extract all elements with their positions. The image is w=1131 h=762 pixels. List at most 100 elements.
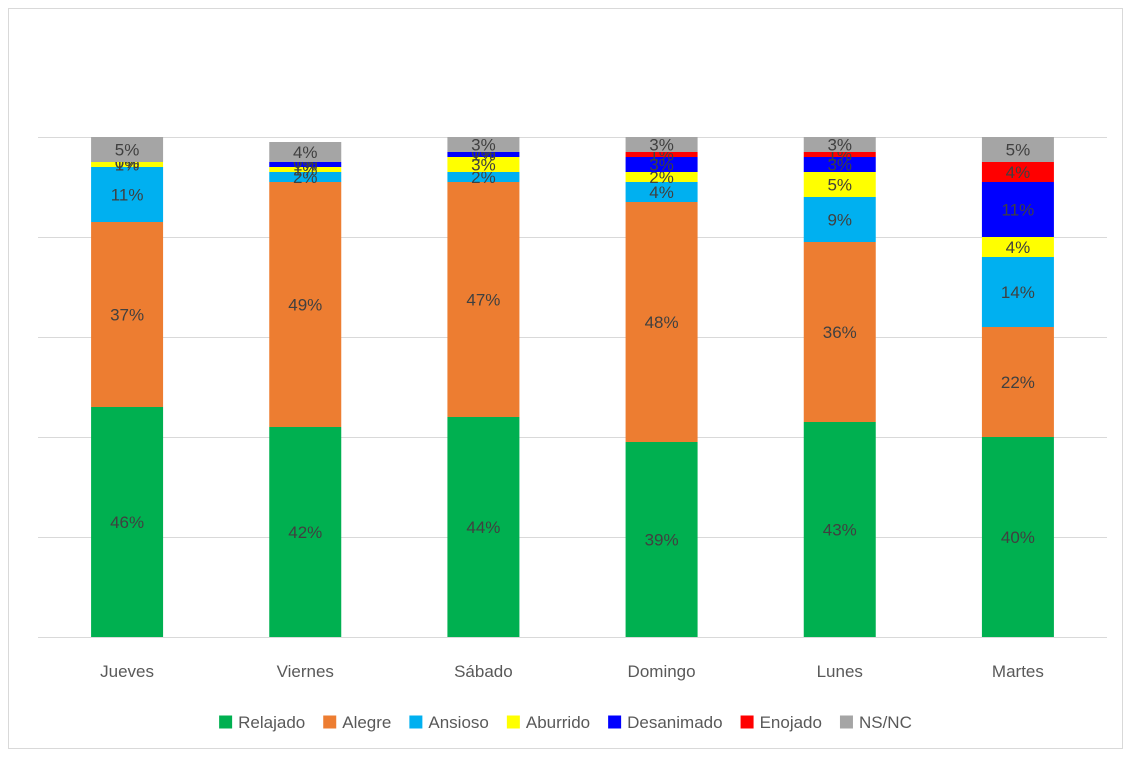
bar-segment-desanimado	[269, 162, 342, 167]
bar-segment-desanimado	[981, 182, 1054, 237]
legend-label: Alegre	[342, 713, 391, 732]
data-label: 3%	[471, 136, 496, 155]
data-label: 14%	[1001, 283, 1035, 302]
bar-segment-ansioso	[447, 172, 520, 182]
bar-segment-ansioso	[981, 257, 1054, 327]
legend-item-enojado: Enojado	[740, 713, 822, 732]
bar-segment-aburrido	[625, 172, 698, 182]
legend-item-aburrido: Aburrido	[506, 713, 590, 732]
data-label: 11%	[111, 186, 144, 205]
legend-swatch	[409, 715, 423, 729]
legend-swatch	[506, 715, 520, 729]
legend-swatch	[608, 715, 622, 729]
legend: Relajado Alegre Ansioso Aburrido Desanimado E…	[219, 713, 912, 732]
legend-swatch	[219, 715, 233, 729]
bar-stack: 43%36%9%5%3%1%3%	[803, 136, 876, 637]
data-label: 5%	[1006, 141, 1031, 160]
bar-segment-aburrido	[91, 162, 164, 167]
data-label: 3%	[649, 136, 674, 155]
bar-segment-ns-nc	[269, 142, 342, 162]
bar-segment-alegre	[91, 222, 164, 407]
data-label: 3%	[649, 156, 674, 175]
bar-segment-desanimado	[447, 152, 520, 157]
x-axis-ticks: Jueves Viernes Sábado Domingo Lunes Martes	[100, 662, 1044, 681]
bar-segment-relajado	[447, 417, 520, 637]
bar-segment-alegre	[269, 182, 342, 427]
data-label: 47%	[466, 291, 500, 310]
data-label: 36%	[823, 323, 857, 342]
legend-swatch	[323, 715, 337, 729]
data-label: 2%	[649, 168, 674, 187]
data-label: 37%	[110, 306, 144, 325]
bar-segment-enojado	[981, 162, 1054, 182]
bar-stack: 40% 22% 14% 4% 11% 4% 5%	[981, 137, 1054, 637]
bar-segment-aburrido	[269, 167, 342, 172]
legend-label: Ansioso	[428, 713, 488, 732]
bar-segment-ns-nc	[981, 137, 1054, 162]
bar-segment-ansioso	[269, 172, 342, 182]
bar-segment-alegre	[625, 202, 698, 442]
bar-stack: 44%47%2%3%1%0%3%	[447, 136, 520, 637]
x-tick-label: Jueves	[100, 662, 154, 681]
data-label: 3%	[827, 136, 852, 155]
bar-segment-enojado	[625, 152, 698, 157]
legend-swatch	[839, 715, 853, 729]
data-label: 4%	[649, 183, 674, 202]
bar-segment-relajado	[981, 437, 1054, 637]
x-tick-label: Sábado	[454, 662, 513, 681]
legend-swatch	[740, 715, 754, 729]
bar-segment-relajado	[269, 427, 342, 637]
x-tick-label: Martes	[992, 662, 1044, 681]
data-label: 4%	[1006, 238, 1031, 257]
data-label: 2%	[471, 168, 496, 187]
bar-segment-ns-nc	[803, 137, 876, 152]
data-label: 5%	[115, 141, 140, 160]
bar-segment-alegre	[981, 327, 1054, 437]
legend-label: Aburrido	[526, 713, 590, 732]
legend-label: Desanimado	[627, 713, 722, 732]
data-label: 2%	[293, 168, 318, 187]
x-tick-label: Viernes	[277, 662, 334, 681]
data-label: 22%	[1001, 373, 1035, 392]
bar-segment-ansioso	[91, 167, 164, 222]
data-label: 5%	[827, 176, 852, 195]
bar-stack: 39%48%4%2%3%1%3%	[625, 136, 698, 637]
bar-segment-ns-nc	[447, 137, 520, 152]
bar-segment-ns-nc	[625, 137, 698, 152]
data-label: 3%	[827, 156, 852, 175]
x-tick-label: Lunes	[817, 662, 863, 681]
x-tick-label: Domingo	[628, 662, 696, 681]
legend-label: Enojado	[760, 713, 822, 732]
legend-label: Relajado	[238, 713, 305, 732]
legend-item-ansioso: Ansioso	[409, 713, 489, 732]
bar-segment-aburrido	[803, 172, 876, 197]
data-label: 11%	[1002, 201, 1035, 220]
bar-segment-ansioso	[625, 182, 698, 202]
legend-item-desanimado: Desanimado	[608, 713, 723, 732]
data-label: 9%	[827, 211, 852, 230]
data-label: 48%	[645, 313, 679, 332]
data-label: 46%	[110, 513, 144, 532]
bar-segment-relajado	[91, 407, 164, 637]
bar-segment-ansioso	[803, 197, 876, 242]
bar-segment-enojado	[803, 152, 876, 157]
legend-item-alegre: Alegre	[323, 713, 391, 732]
data-label: 3%	[471, 156, 496, 175]
data-label: 42%	[288, 523, 322, 542]
data-label: 39%	[645, 531, 679, 550]
bar-segment-aburrido	[447, 157, 520, 172]
data-label: 43%	[823, 521, 857, 540]
chart-border	[8, 8, 1123, 749]
legend-label: NS/NC	[859, 713, 912, 732]
bar-stack: 42%49%2%1%1%0%4%	[269, 142, 342, 637]
legend-item-relajado: Relajado	[219, 713, 305, 732]
bar-segment-desanimado	[803, 157, 876, 172]
data-label: 49%	[288, 296, 322, 315]
gridlines	[38, 137, 1107, 638]
bar-segment-desanimado	[625, 157, 698, 172]
bars: 46%37%11%1%0%0%5%42%49%2%1%1%0%4%44%47%2…	[91, 136, 1054, 637]
data-label: 4%	[1006, 163, 1031, 182]
bar-stack: 46%37%11%1%0%0%5%	[91, 137, 164, 637]
